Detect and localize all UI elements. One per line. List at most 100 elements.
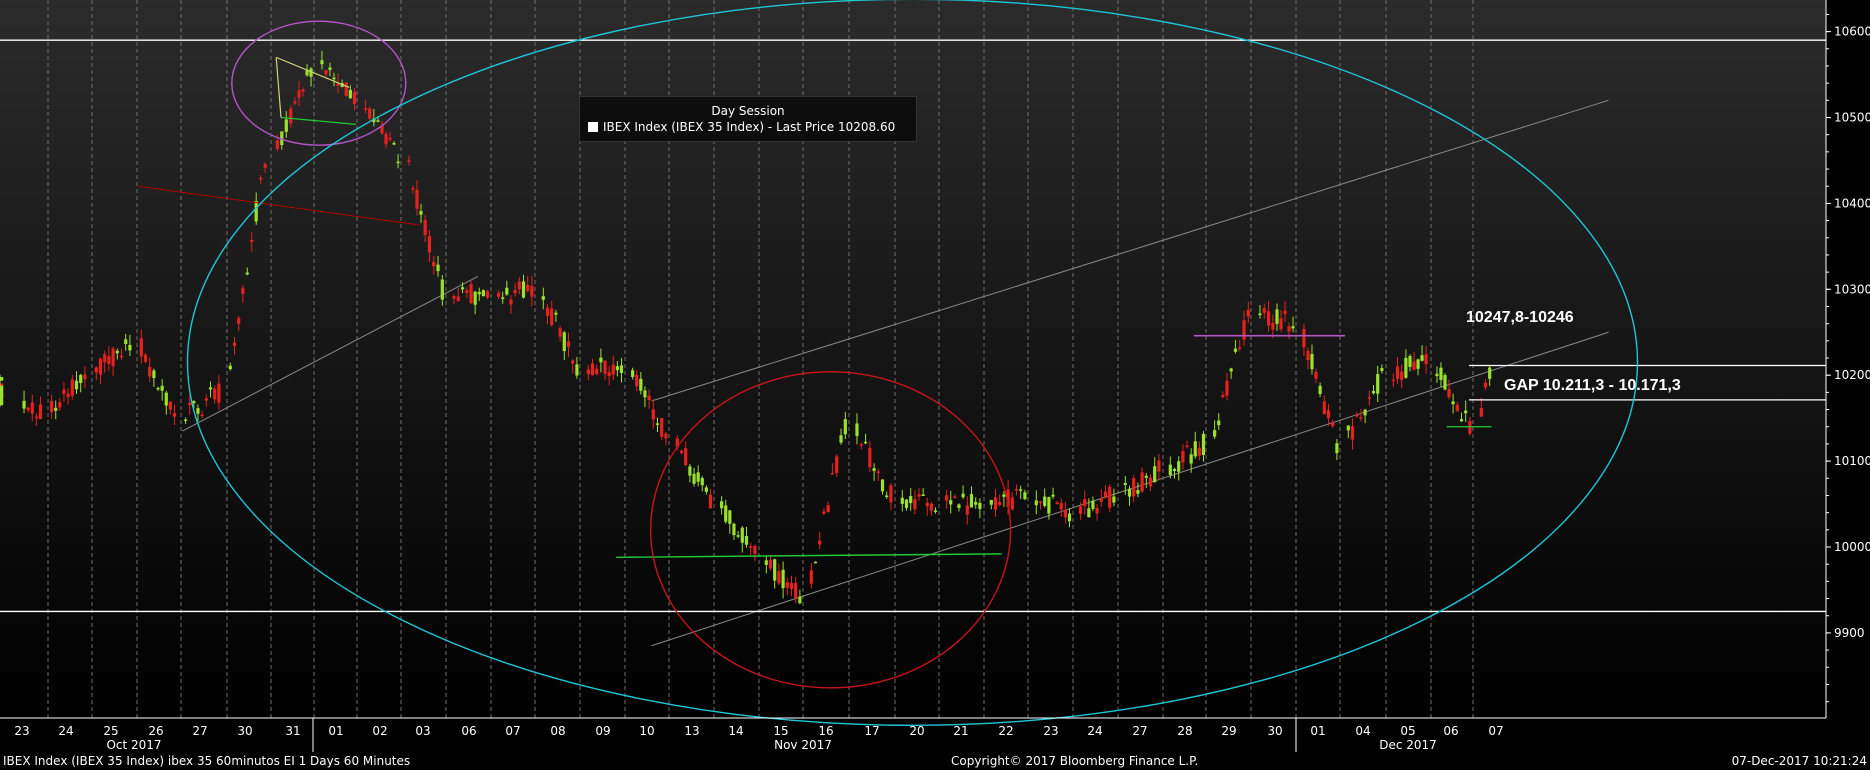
x-tick-label: 07 [505,724,520,738]
candle-body [1355,414,1359,417]
candle-body [1225,380,1229,396]
candle-body [909,496,913,504]
candle-body [456,296,460,302]
candle-body [423,219,427,236]
y-tick-label: 10000 [1834,540,1870,554]
candle-body [688,466,692,476]
candle-body [1019,489,1023,491]
y-tick-label: 10400 [1834,196,1870,210]
large-cyan-ellipse [187,0,1638,726]
candle-body [332,77,336,80]
x-tick-label: 22 [998,724,1013,738]
candle-body [196,408,200,414]
candle-body [1262,308,1266,313]
y-tick-label: 10600 [1834,25,1870,39]
resistance-line [137,185,419,226]
candle-body [1038,501,1043,503]
candle-body [1083,498,1087,507]
candle-body [213,388,217,400]
candle-body [368,108,372,119]
candle-body [115,350,119,354]
candle-body [732,523,736,536]
candle-body [545,307,550,316]
candle-body [889,485,893,503]
early-trend-line [182,275,479,432]
candle-body [380,125,384,134]
candle-body [1459,419,1464,422]
candle-body [328,67,332,70]
candle-body [639,378,643,391]
x-tick-label: 25 [103,724,118,738]
candle-body [631,370,635,377]
candle-body [1006,489,1010,507]
candle-body [957,504,961,508]
candle-body [0,376,4,381]
x-tick-label: 24 [1087,724,1102,738]
candle-body [148,366,152,377]
candle-body [30,402,34,414]
candle-body [1287,326,1291,332]
candle-body [789,582,794,590]
candle-body [900,497,904,504]
candle-body [1095,508,1099,514]
candle-body [481,290,485,297]
candle-body [744,535,749,545]
candle-body [1400,371,1404,380]
grid [47,0,1474,718]
candle-body [1346,425,1350,431]
x-tick-label: 06 [1443,724,1458,738]
candle-body [1043,496,1047,506]
candle-body [1034,500,1038,506]
candle-body [1140,472,1144,492]
candle-body [1359,417,1363,419]
candle-body [74,380,79,390]
candle-body [781,569,785,589]
candle-body [1063,510,1067,518]
candle-body [143,354,148,362]
candle-body [1157,460,1161,472]
candle-body [297,90,301,98]
candle-body [575,364,579,376]
footer-timestamp: 07-Dec-2017 10:21:24 [1731,754,1867,768]
candle-body [497,292,501,297]
candle-body [684,448,688,465]
candle-body [933,510,938,512]
candle-body [1246,309,1250,317]
candle-body [26,407,30,411]
candle-body [809,570,813,584]
candle-body [1412,361,1416,370]
candle-body [740,527,744,543]
drawings: 10247,8-10246 GAP 10.211,3 - 10.171,3 [0,0,1826,726]
y-tick-label: 10300 [1834,282,1870,296]
legend-entry: IBEX Index (IBEX 35 Index) - Last Price … [588,120,895,134]
candle-body [558,328,562,337]
candle-body [859,444,863,446]
candle-body [128,344,132,351]
candle-body [436,264,440,272]
candle-body [794,583,798,599]
candle-body [505,287,509,295]
top-ellipse [231,20,407,146]
candle-body [615,366,619,371]
candle-body [477,291,481,295]
candle-body [208,387,213,390]
candle-body [1439,367,1443,381]
candle-body [835,456,839,473]
candle-body [647,395,651,401]
candle-body [513,289,517,294]
candle-body [1318,385,1322,394]
candle-body [1283,310,1287,315]
candle-body [83,374,87,380]
candle-body [813,561,818,564]
x-tick-label: 07 [1488,724,1503,738]
x-tick-label: 15 [773,724,788,738]
candle-body [419,210,423,215]
candle-body [204,398,208,401]
candle-body [1189,454,1193,464]
candle-body [1002,494,1006,497]
candle-body [1335,443,1339,454]
candle-body [599,357,603,363]
candle-body [94,367,98,373]
candle-body [1322,401,1326,415]
candle-body [1185,445,1189,448]
